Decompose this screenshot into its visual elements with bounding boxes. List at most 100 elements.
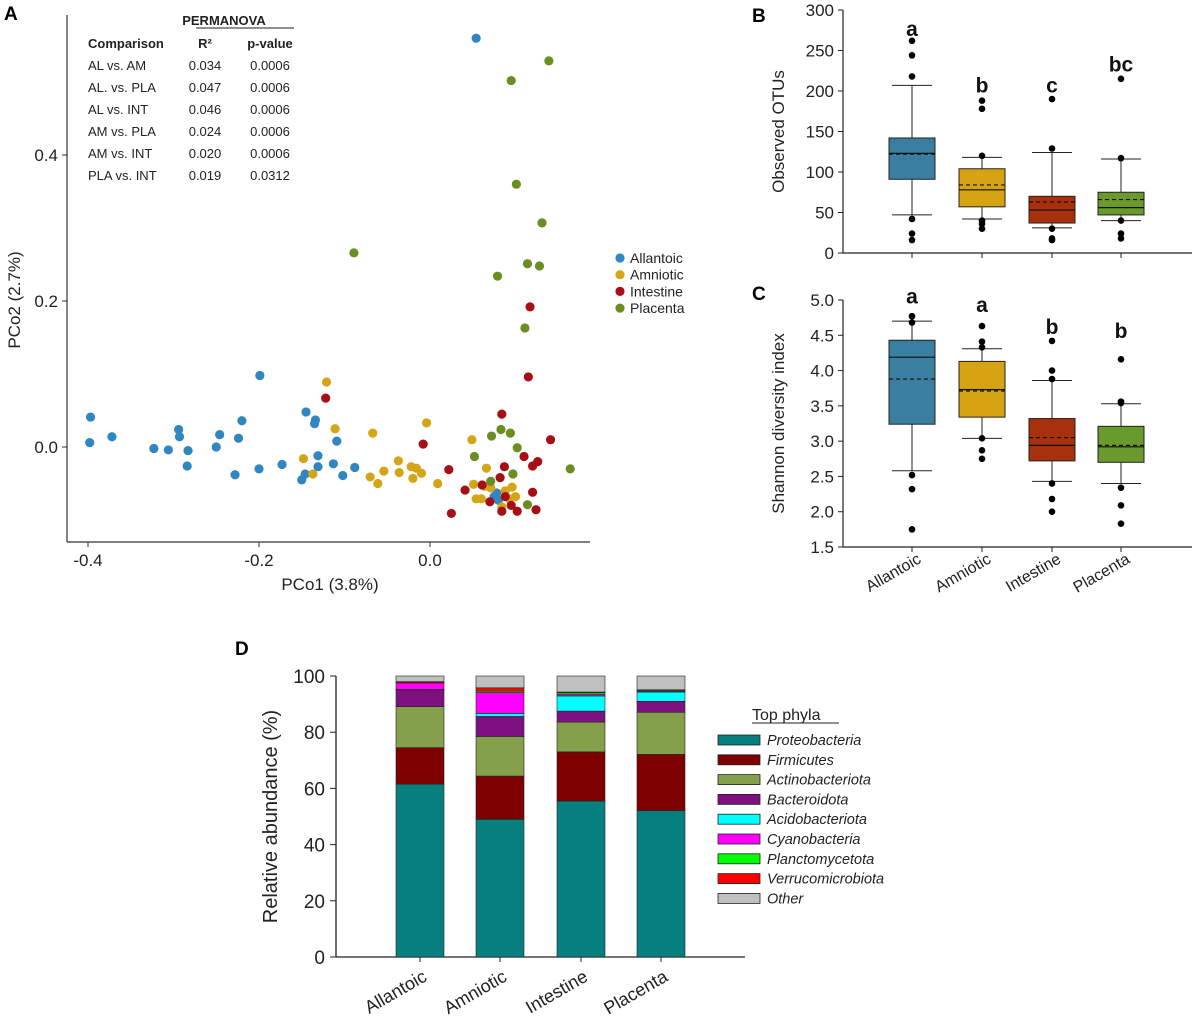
outlier-point xyxy=(1048,337,1056,345)
data-point-intestine xyxy=(477,480,487,490)
outlier-point xyxy=(978,338,986,345)
bar-segment-firmicutes xyxy=(475,775,525,820)
bar-segment-verrucomicrobiota xyxy=(475,687,525,692)
data-point-allantoic xyxy=(332,436,342,446)
y-tick-label: 0.4 xyxy=(34,146,58,165)
data-point-amniotic xyxy=(421,418,432,428)
data-point-placenta xyxy=(534,261,545,271)
bar-segment-cyanobacteria xyxy=(475,692,525,714)
outlier-point xyxy=(978,447,986,454)
data-point-placenta xyxy=(522,500,533,510)
bar-segment-actinobacteriota xyxy=(475,736,525,777)
data-point-intestine xyxy=(506,500,516,510)
data-point-allantoic xyxy=(230,470,240,480)
y-tick-label: 0.2 xyxy=(34,292,58,311)
data-point-amniotic xyxy=(469,479,479,489)
outlier-point xyxy=(1117,399,1125,407)
data-point-amniotic xyxy=(368,428,378,438)
box-intestine: b Intestine xyxy=(1003,316,1076,596)
box-allantoic: a Allantoic xyxy=(863,286,936,596)
data-point-allantoic xyxy=(211,442,221,452)
data-point-placenta xyxy=(492,271,503,281)
outlier-point xyxy=(1048,480,1056,487)
bar-segment-acidobacteriota xyxy=(636,691,686,702)
legend-swatch xyxy=(717,734,761,746)
bar-segment-firmicutes xyxy=(636,754,686,811)
data-point-allantoic xyxy=(338,470,348,481)
data-point-allantoic xyxy=(174,432,185,442)
panel-label: C xyxy=(752,284,766,305)
significance-letter: b xyxy=(1046,316,1059,339)
data-point-allantoic xyxy=(328,459,338,469)
data-point-placenta xyxy=(506,75,516,86)
outlier-point xyxy=(978,435,986,442)
table-cell: PLA vs. INT xyxy=(88,168,157,183)
data-point-amniotic xyxy=(365,472,375,482)
data-point-placenta xyxy=(537,218,547,228)
legend-title: Top phyla xyxy=(752,707,821,724)
outlier-point xyxy=(978,455,986,463)
bar-segment-bacteroidota xyxy=(636,700,686,713)
box-placenta: bc xyxy=(1097,54,1145,258)
outlier-point xyxy=(978,105,986,113)
y-tick-label: 1.5 xyxy=(810,538,834,557)
data-point-amniotic xyxy=(321,377,332,387)
box-iqr xyxy=(1097,425,1145,463)
data-point-intestine xyxy=(512,506,522,516)
significance-letter: b xyxy=(976,75,989,98)
x-tick-label: -0.2 xyxy=(244,551,273,570)
data-point-amniotic xyxy=(373,478,383,489)
legend-label: Firmicutes xyxy=(767,753,834,769)
y-axis-label: PCo2 (2.7%) xyxy=(5,251,24,348)
outlier-point xyxy=(908,37,916,45)
data-point-allantoic xyxy=(233,433,244,443)
outlier-point xyxy=(1117,484,1125,492)
x-tick-label: Placenta xyxy=(600,966,672,1019)
legend-label: Amniotic xyxy=(630,267,684,283)
data-point-allantoic xyxy=(85,438,95,448)
data-point-intestine xyxy=(525,302,535,312)
table-cell: 0.024 xyxy=(189,124,222,139)
data-point-amniotic xyxy=(476,494,486,504)
data-point-intestine xyxy=(500,492,510,502)
outlier-point xyxy=(1117,230,1125,237)
data-point-allantoic xyxy=(254,464,264,474)
outlier-point xyxy=(908,73,916,80)
bar-segment-other xyxy=(395,675,445,682)
panel-label: D xyxy=(235,639,249,660)
legend-swatch xyxy=(717,853,761,865)
bar-segment-acidobacteriota xyxy=(475,713,525,717)
outlier-point xyxy=(1117,217,1125,224)
bar-segment-proteobacteria xyxy=(395,783,445,958)
outlier-point xyxy=(1117,355,1125,363)
box-iqr xyxy=(1097,191,1145,216)
legend-label: Bacteroidota xyxy=(767,792,848,808)
data-point-intestine xyxy=(497,409,507,419)
y-axis-label: Observed OTUs xyxy=(769,70,788,193)
outlier-point xyxy=(1048,367,1056,374)
data-point-intestine xyxy=(446,508,456,519)
y-tick-label: 20 xyxy=(304,892,325,913)
legend-swatch xyxy=(717,873,761,884)
data-point-placenta xyxy=(512,443,522,453)
legend-label: Intestine xyxy=(630,283,683,299)
x-tick-label: Intestine xyxy=(522,966,591,1017)
data-point-placenta xyxy=(496,424,506,435)
legend-swatch xyxy=(717,754,761,766)
outlier-point xyxy=(1048,225,1056,232)
significance-letter: a xyxy=(906,286,918,309)
outlier-point xyxy=(1048,375,1056,383)
y-tick-label: 80 xyxy=(304,723,325,744)
table-cell: 0.047 xyxy=(189,80,222,95)
bar-segment-other xyxy=(475,675,525,689)
data-point-intestine xyxy=(321,393,331,403)
panel-d-stacked-bar: 0 20 40 60 80 100 Relative abundance (%) Allant… xyxy=(260,667,884,1018)
x-tick-label: Amniotic xyxy=(932,551,994,596)
legend-marker xyxy=(615,253,625,263)
panel-label: A xyxy=(4,4,18,25)
outlier-point xyxy=(1048,508,1056,516)
data-point-placenta xyxy=(522,259,533,269)
data-point-intestine xyxy=(523,372,533,382)
box-placenta: b Placenta xyxy=(1071,320,1145,597)
